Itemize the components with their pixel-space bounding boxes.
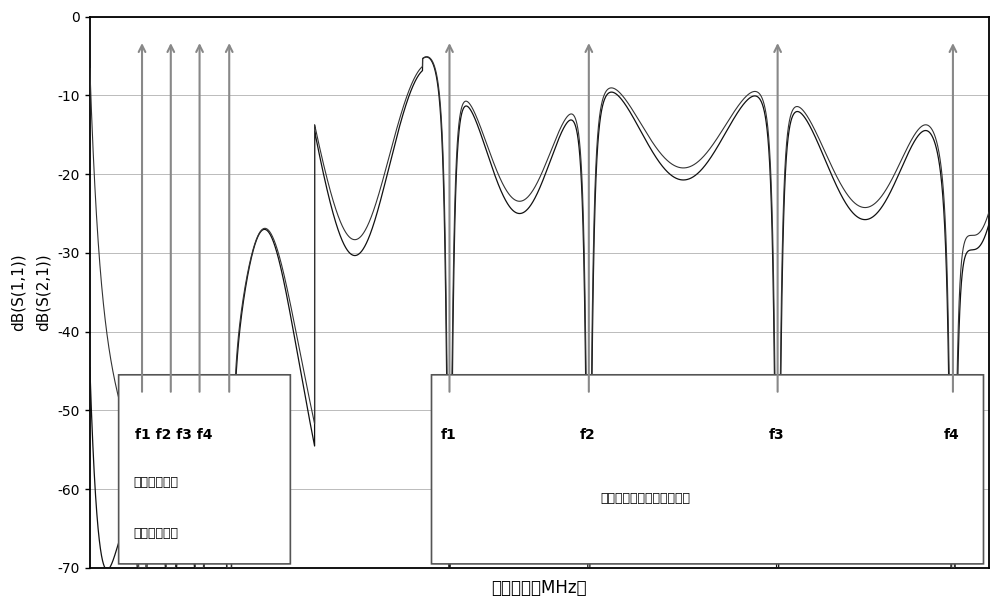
X-axis label: 工作频率（MHz）: 工作频率（MHz） xyxy=(492,579,587,597)
Text: 基于高通相位相消级联电路: 基于高通相位相消级联电路 xyxy=(600,492,690,505)
Text: 相消级联电路: 相消级联电路 xyxy=(133,527,178,541)
Text: f4: f4 xyxy=(944,428,960,442)
Text: f1 f2 f3 f4: f1 f2 f3 f4 xyxy=(135,428,212,442)
Y-axis label: dB(S(1,1))
dB(S(2,1)): dB(S(1,1)) dB(S(2,1)) xyxy=(11,254,51,331)
Text: 基于高通相位: 基于高通相位 xyxy=(133,476,178,489)
Text: f2: f2 xyxy=(580,428,596,442)
Text: f3: f3 xyxy=(769,428,784,442)
FancyBboxPatch shape xyxy=(432,375,983,564)
FancyBboxPatch shape xyxy=(119,375,290,564)
Text: f1: f1 xyxy=(440,428,456,442)
